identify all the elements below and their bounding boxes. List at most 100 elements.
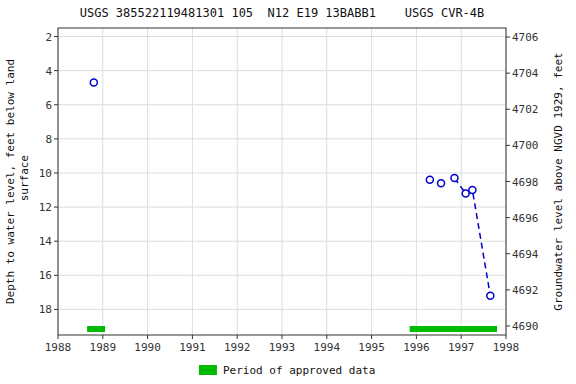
tick-label-x: 1996 bbox=[403, 341, 430, 354]
grid-line-y bbox=[58, 70, 506, 71]
grid-line-y bbox=[58, 207, 506, 208]
tick-x bbox=[282, 335, 283, 339]
y-axis-label: Depth to water level, feet below land su… bbox=[4, 59, 31, 304]
tick-y2 bbox=[506, 109, 510, 110]
tick-y2 bbox=[506, 253, 510, 254]
grid-line-y bbox=[58, 309, 506, 310]
tick-x bbox=[147, 335, 148, 339]
tick-label-x: 1988 bbox=[45, 341, 72, 354]
tick-label-y: 18 bbox=[39, 303, 52, 316]
marks bbox=[87, 79, 497, 332]
tick-label-x: 1991 bbox=[179, 341, 206, 354]
y-axis-label-line: Depth to water level, feet below land bbox=[4, 59, 17, 304]
tick-y bbox=[54, 104, 58, 105]
point bbox=[90, 79, 97, 86]
tick-label-y: 4 bbox=[45, 65, 52, 78]
tick-label-y2: 4690 bbox=[512, 320, 539, 333]
tick-y bbox=[54, 207, 58, 208]
point bbox=[462, 190, 469, 197]
grid-line-y bbox=[58, 275, 506, 276]
tick-label-y2: 4696 bbox=[512, 212, 539, 225]
axes: 1988198919901991199219931994199519961997… bbox=[39, 31, 539, 354]
tick-x bbox=[102, 335, 103, 339]
tick-label-y2: 4704 bbox=[512, 67, 539, 80]
grid-line-x bbox=[461, 28, 462, 335]
grid bbox=[58, 28, 506, 335]
bar bbox=[410, 326, 497, 332]
tick-label-x: 1989 bbox=[90, 341, 117, 354]
tick-label-y: 10 bbox=[39, 167, 52, 180]
tick-x bbox=[371, 335, 372, 339]
point bbox=[451, 175, 458, 182]
tick-y2 bbox=[506, 145, 510, 146]
legend-swatch bbox=[199, 365, 217, 375]
tick-label-x: 1994 bbox=[314, 341, 341, 354]
legend-label: Period of approved data bbox=[223, 364, 375, 377]
grid-line-y bbox=[58, 138, 506, 139]
tick-label-y2: 4702 bbox=[512, 103, 539, 116]
tick-y2 bbox=[506, 37, 510, 38]
legend: Period of approved data bbox=[199, 364, 375, 377]
tick-label-y: 12 bbox=[39, 201, 52, 214]
grid-line-x bbox=[282, 28, 283, 335]
grid-line-x bbox=[192, 28, 193, 335]
plot-frame bbox=[58, 28, 506, 335]
tick-y bbox=[54, 70, 58, 71]
grid-line-x bbox=[147, 28, 148, 335]
tick-label-y: 16 bbox=[39, 269, 52, 282]
tick-y bbox=[54, 36, 58, 37]
approved-bars bbox=[87, 326, 497, 332]
tick-y2 bbox=[506, 73, 510, 74]
tick-label-y: 14 bbox=[39, 235, 53, 248]
tick-label-x: 1990 bbox=[134, 341, 161, 354]
tick-label-x: 1998 bbox=[493, 341, 520, 354]
tick-label-x: 1995 bbox=[358, 341, 385, 354]
y2-axis-label: Groundwater level above NGVD 1929, feet bbox=[552, 52, 565, 310]
grid-line-x bbox=[326, 28, 327, 335]
tick-x bbox=[237, 335, 238, 339]
title: USGS 385522119481301 105 N12 E19 13BABB1… bbox=[80, 6, 485, 20]
tick-y2 bbox=[506, 181, 510, 182]
tick-y2 bbox=[506, 325, 510, 326]
grid-line-x bbox=[102, 28, 103, 335]
tick-y2 bbox=[506, 217, 510, 218]
tick-y2 bbox=[506, 289, 510, 290]
point bbox=[426, 176, 433, 183]
tick-label-y2: 4694 bbox=[512, 248, 539, 261]
grid-line-x bbox=[237, 28, 238, 335]
tick-label-y: 2 bbox=[45, 31, 52, 44]
tick-label-y: 8 bbox=[45, 133, 52, 146]
tick-label-y2: 4706 bbox=[512, 31, 539, 44]
tick-x bbox=[416, 335, 417, 339]
tick-label-y2: 4698 bbox=[512, 176, 539, 189]
grid-line-y bbox=[58, 104, 506, 105]
tick-x bbox=[58, 335, 59, 339]
tick-y bbox=[54, 275, 58, 276]
tick-y bbox=[54, 241, 58, 242]
tick-label-x: 1997 bbox=[448, 341, 475, 354]
tick-label-y2: 4700 bbox=[512, 139, 539, 152]
tick-x bbox=[192, 335, 193, 339]
grid-line-y bbox=[58, 241, 506, 242]
grid-line-x bbox=[371, 28, 372, 335]
grid-line-y bbox=[58, 36, 506, 37]
tick-y bbox=[54, 309, 58, 310]
tick-y bbox=[54, 138, 58, 139]
bar bbox=[87, 326, 105, 332]
y-axis-label-line: surface bbox=[18, 155, 31, 208]
grid-line-x bbox=[416, 28, 417, 335]
points bbox=[90, 79, 493, 299]
point bbox=[469, 187, 476, 194]
tick-label-x: 1992 bbox=[224, 341, 251, 354]
tick-label-y: 6 bbox=[45, 99, 52, 112]
tick-x bbox=[326, 335, 327, 339]
point bbox=[438, 180, 445, 187]
point bbox=[487, 292, 494, 299]
chart: 1988198919901991199219931994199519961997… bbox=[0, 0, 576, 384]
tick-y bbox=[54, 172, 58, 173]
tick-x bbox=[506, 335, 507, 339]
tick-x bbox=[461, 335, 462, 339]
line bbox=[454, 178, 490, 296]
background bbox=[0, 0, 576, 384]
grid-line-y bbox=[58, 172, 506, 173]
